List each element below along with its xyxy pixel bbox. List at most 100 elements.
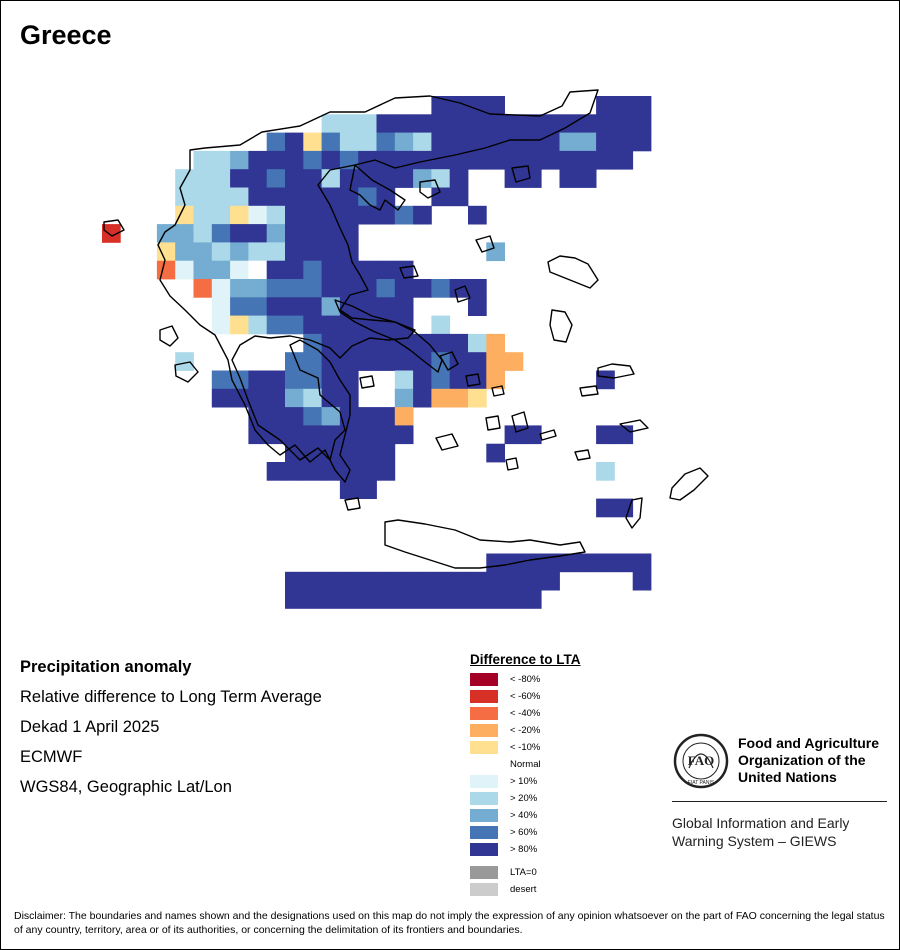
naxos-outline bbox=[511, 411, 529, 433]
anomaly-cell bbox=[394, 132, 414, 152]
anomaly-cell bbox=[303, 407, 322, 426]
anomaly-cell bbox=[468, 297, 487, 316]
anomaly-cell bbox=[285, 260, 304, 280]
anomaly-cell bbox=[193, 150, 213, 170]
anomaly-cell bbox=[376, 571, 396, 591]
anomaly-cell bbox=[486, 370, 505, 390]
anomaly-cell bbox=[321, 187, 341, 207]
anomaly-cell bbox=[303, 462, 322, 481]
anomaly-cell bbox=[431, 187, 451, 207]
anomaly-cell bbox=[211, 242, 231, 262]
anomaly-cell bbox=[577, 150, 597, 170]
anomaly-cell bbox=[321, 370, 341, 390]
anomaly-cell bbox=[413, 114, 432, 133]
anomaly-cell bbox=[248, 260, 268, 280]
skyros-outline bbox=[454, 285, 471, 303]
anomaly-cell bbox=[522, 590, 542, 609]
anomaly-cell bbox=[303, 224, 322, 243]
anomaly-cell bbox=[431, 96, 451, 115]
map-info-panel: Precipitation anomaly Relative differenc… bbox=[20, 656, 322, 806]
anomaly-cell bbox=[596, 114, 615, 133]
anomaly-cell bbox=[358, 590, 377, 609]
anomaly-cell bbox=[193, 279, 213, 298]
anomaly-cell bbox=[431, 114, 451, 133]
anomaly-cell bbox=[303, 297, 322, 316]
coastline-outlines bbox=[103, 89, 709, 569]
anomaly-cell bbox=[211, 370, 231, 390]
anomaly-cell bbox=[285, 388, 304, 408]
anomaly-cell bbox=[321, 114, 341, 133]
legend-swatch bbox=[470, 775, 498, 788]
anomaly-cell bbox=[285, 187, 304, 207]
legend-label: < -60% bbox=[510, 691, 541, 702]
anomaly-cell bbox=[266, 370, 286, 390]
anomaly-cell bbox=[413, 150, 432, 170]
anomaly-cell bbox=[413, 132, 432, 152]
anomaly-cell bbox=[431, 590, 451, 609]
anomaly-cell bbox=[468, 571, 487, 591]
anomaly-cell bbox=[321, 425, 341, 445]
anomaly-cell bbox=[248, 150, 268, 170]
anomaly-cell bbox=[596, 150, 615, 170]
anomaly-cell bbox=[303, 571, 322, 591]
anomaly-cell bbox=[559, 169, 579, 188]
anomaly-cell bbox=[596, 370, 615, 390]
anomaly-cell bbox=[156, 242, 176, 262]
anomaly-cell bbox=[376, 114, 396, 133]
precipitation-anomaly-map bbox=[102, 89, 709, 609]
anomaly-cell bbox=[303, 169, 322, 188]
anomaly-cell bbox=[486, 242, 505, 262]
anomaly-cell bbox=[102, 224, 121, 243]
legend-item: > 60% bbox=[470, 824, 581, 841]
tinos-outline bbox=[465, 373, 481, 387]
anomaly-cell bbox=[413, 571, 432, 591]
anomaly-cell bbox=[376, 260, 396, 280]
anomaly-cell bbox=[376, 205, 396, 225]
anomaly-cell bbox=[577, 169, 597, 188]
anomaly-cell bbox=[339, 352, 359, 371]
anomaly-cell bbox=[285, 590, 304, 609]
samothraki-outline bbox=[511, 165, 531, 183]
sporades-outline bbox=[399, 265, 419, 279]
anomaly-cell bbox=[394, 571, 414, 591]
anomaly-cell bbox=[522, 571, 542, 591]
anomaly-cell bbox=[559, 150, 579, 170]
anomaly-cell bbox=[230, 242, 249, 262]
anomaly-cell bbox=[339, 187, 359, 207]
anomaly-cell bbox=[596, 96, 615, 115]
anomaly-cell bbox=[303, 315, 322, 335]
anomaly-cell bbox=[358, 480, 377, 499]
anomaly-cell bbox=[303, 132, 322, 152]
anomaly-cell bbox=[394, 169, 414, 188]
anomaly-cell bbox=[321, 388, 341, 408]
anomaly-cell bbox=[266, 150, 286, 170]
anomaly-cell bbox=[468, 205, 487, 225]
anomaly-cell bbox=[486, 333, 505, 353]
astypalaia-outline bbox=[574, 449, 591, 461]
anomaly-cell bbox=[614, 96, 634, 115]
anomaly-cell bbox=[339, 132, 359, 152]
fao-logo: FAO FIAT PANIS bbox=[673, 733, 729, 789]
anomaly-cell bbox=[358, 114, 377, 133]
anomaly-cell bbox=[468, 370, 487, 390]
anomaly-cell bbox=[468, 96, 487, 115]
anomaly-cell bbox=[321, 407, 341, 426]
anomaly-cell bbox=[413, 388, 432, 408]
anomaly-cell bbox=[468, 590, 487, 609]
legend-item: < -60% bbox=[470, 688, 581, 705]
anomaly-cell bbox=[175, 205, 194, 225]
anomaly-cell bbox=[248, 187, 268, 207]
anomaly-cell bbox=[358, 260, 377, 280]
legend-swatch bbox=[470, 707, 498, 720]
anomaly-cell bbox=[211, 279, 231, 298]
anomaly-cell bbox=[339, 315, 359, 335]
anomaly-cell bbox=[211, 150, 231, 170]
anomaly-cell bbox=[321, 462, 341, 481]
karpathos-outline bbox=[625, 497, 643, 529]
anomaly-cell bbox=[358, 425, 377, 445]
chalkidiki-outline bbox=[349, 164, 406, 211]
anomaly-cell bbox=[522, 425, 542, 445]
anomaly-cell bbox=[175, 187, 194, 207]
anomaly-cell bbox=[376, 279, 396, 298]
anomaly-cell bbox=[339, 388, 359, 408]
